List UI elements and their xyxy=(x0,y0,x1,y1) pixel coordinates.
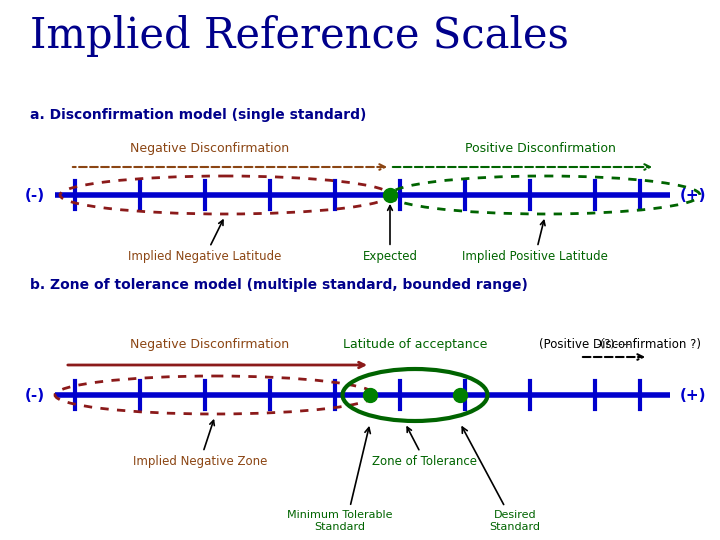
Text: Implied Positive Latitude: Implied Positive Latitude xyxy=(462,220,608,263)
Text: Implied Reference Scales: Implied Reference Scales xyxy=(30,15,569,57)
Text: (Positive Disconfirmation ?): (Positive Disconfirmation ?) xyxy=(539,338,701,351)
Text: a. Disconfirmation model (single standard): a. Disconfirmation model (single standar… xyxy=(30,108,366,122)
Text: Positive Disconfirmation: Positive Disconfirmation xyxy=(464,142,616,155)
Text: -(?)----: -(?)---- xyxy=(597,339,631,349)
Text: Implied Negative Latitude: Implied Negative Latitude xyxy=(128,220,282,263)
Text: Latitude of acceptance: Latitude of acceptance xyxy=(343,338,487,351)
Text: Zone of Tolerance: Zone of Tolerance xyxy=(372,427,477,468)
Text: Implied Negative Zone: Implied Negative Zone xyxy=(132,421,267,468)
Text: (+): (+) xyxy=(680,187,706,202)
Text: Desired
Standard: Desired Standard xyxy=(490,510,541,531)
Text: (-): (-) xyxy=(25,187,45,202)
Text: (+): (+) xyxy=(680,388,706,402)
Text: Negative Disconfirmation: Negative Disconfirmation xyxy=(130,338,289,351)
Text: b. Zone of tolerance model (multiple standard, bounded range): b. Zone of tolerance model (multiple sta… xyxy=(30,278,528,292)
Text: Expected: Expected xyxy=(362,206,418,263)
Text: (-): (-) xyxy=(25,388,45,402)
Text: Negative Disconfirmation: Negative Disconfirmation xyxy=(130,142,289,155)
Text: Minimum Tolerable
Standard: Minimum Tolerable Standard xyxy=(287,510,392,531)
